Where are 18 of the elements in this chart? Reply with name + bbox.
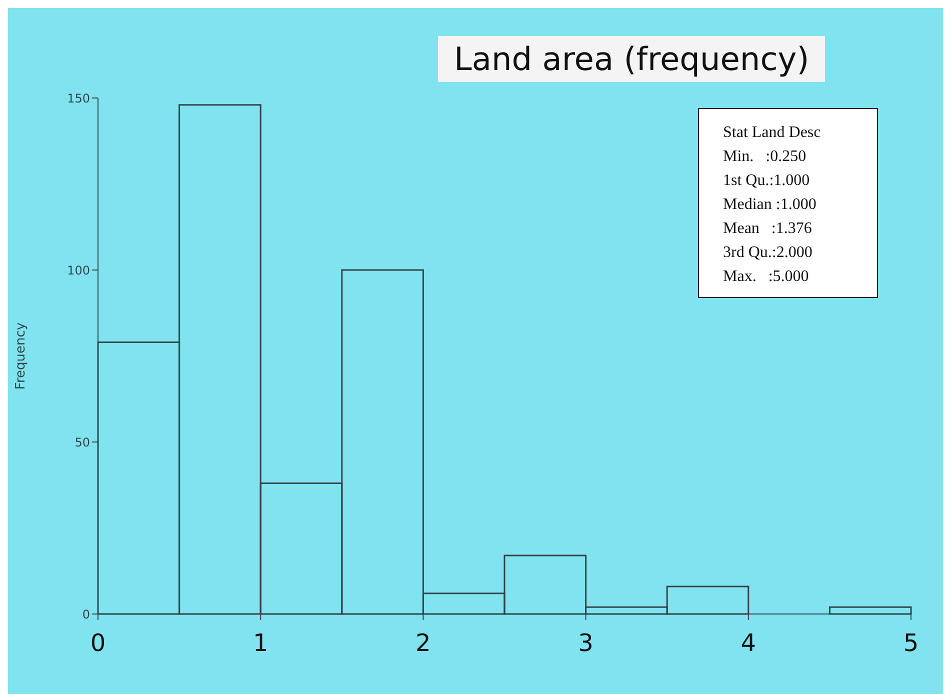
- annotation: Max. :5.000: [723, 267, 810, 287]
- x-tick-label: 1: [252, 629, 268, 658]
- chart-title: Land area (frequency): [438, 36, 826, 82]
- x-tick-label: 4: [740, 629, 756, 658]
- x-tick-label: 2: [416, 629, 431, 658]
- annotation: Median :1.000: [723, 195, 818, 215]
- y-tick-label: 100: [67, 263, 90, 278]
- annotation: Mean :1.376: [723, 219, 813, 239]
- annotation: Min. :0.250: [723, 147, 808, 167]
- annotation: 3rd Qu.:2.000: [723, 243, 814, 263]
- x-tick-label: 5: [903, 629, 919, 658]
- annotation: 1st Qu.:1.000: [723, 171, 811, 191]
- annotation: Stat Land Desc: [723, 123, 822, 143]
- y-tick-label: 0: [82, 607, 90, 622]
- y-tick-label: 50: [74, 435, 90, 450]
- y-axis-title: Frequency: [14, 322, 29, 390]
- x-tick-label: 3: [578, 629, 594, 658]
- y-tick-label: 150: [67, 91, 90, 106]
